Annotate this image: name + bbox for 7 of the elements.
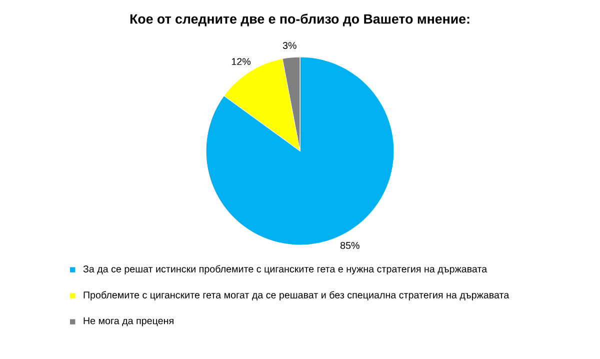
data-label: 12% (232, 58, 251, 65)
legend-label: Не мога да преценя (84, 317, 174, 326)
data-label: 85% (340, 242, 360, 249)
legend-label: За да се решат истински проблемите с циганските гета е нужна стратегия на държавата (83, 265, 488, 274)
data-label: 3% (282, 42, 296, 49)
chart-title: Кое от следните две е по-близо до Вашето мнение: (130, 14, 470, 26)
legend-label: Проблемите с циганските гета могат да се решават и без специална стратегия на държавата (84, 291, 510, 300)
